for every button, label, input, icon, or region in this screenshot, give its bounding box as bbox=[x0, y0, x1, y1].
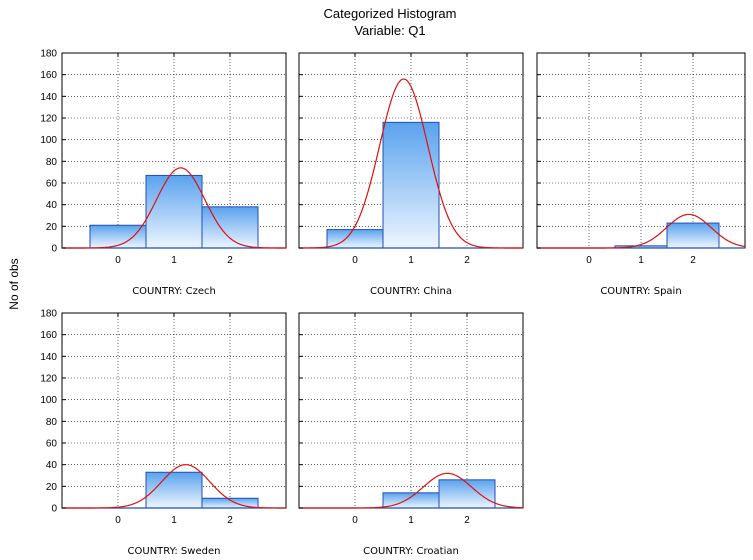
panel-label: COUNTRY: Spain bbox=[600, 286, 681, 297]
y-tick-label: 0 bbox=[51, 244, 57, 255]
y-tick-label: 80 bbox=[46, 417, 58, 428]
histogram-bar bbox=[666, 222, 720, 249]
normal-curve bbox=[298, 78, 523, 249]
panel-1: 0 1 2 COUNTRY: China bbox=[298, 52, 524, 297]
y-tick-label: 60 bbox=[46, 439, 58, 450]
x-tick-label: 1 bbox=[171, 255, 177, 266]
x-tick-label: 0 bbox=[352, 515, 358, 526]
y-tick-label: 40 bbox=[46, 460, 58, 471]
x-tick-label: 2 bbox=[227, 255, 233, 266]
x-tick-label: 2 bbox=[464, 515, 470, 526]
histogram-bar bbox=[145, 471, 203, 509]
x-tick-label: 2 bbox=[227, 515, 233, 526]
y-tick-label: 80 bbox=[46, 157, 58, 168]
y-tick-label: 180 bbox=[40, 309, 57, 320]
y-tick-label: 160 bbox=[40, 70, 57, 81]
y-tick-label: 140 bbox=[40, 352, 57, 363]
x-tick-label: 0 bbox=[352, 255, 358, 266]
y-tick-label: 20 bbox=[46, 482, 58, 493]
normal-curve bbox=[62, 464, 286, 509]
y-tick-label: 100 bbox=[40, 395, 57, 406]
y-tick-label: 40 bbox=[46, 200, 58, 211]
x-tick-label: 2 bbox=[690, 255, 696, 266]
histogram-bar bbox=[145, 174, 203, 249]
y-tick-label: 20 bbox=[46, 222, 58, 233]
normal-curve bbox=[299, 472, 524, 509]
x-tick-label: 0 bbox=[115, 255, 121, 266]
chart-title: Categorized Histogram bbox=[324, 6, 457, 21]
y-axis-label: No of obs bbox=[7, 258, 21, 309]
histogram-bar bbox=[201, 206, 259, 249]
x-tick-label: 0 bbox=[115, 515, 121, 526]
x-tick-label: 2 bbox=[464, 255, 470, 266]
y-tick-label: 120 bbox=[40, 374, 57, 385]
histogram-bar bbox=[382, 121, 440, 249]
panel-label: COUNTRY: Croatian bbox=[363, 546, 459, 557]
y-tick-label: 0 bbox=[51, 504, 57, 515]
x-tick-label: 1 bbox=[171, 515, 177, 526]
y-tick-label: 180 bbox=[40, 49, 57, 60]
y-tick-label: 120 bbox=[40, 114, 57, 125]
y-tick-label: 140 bbox=[40, 92, 57, 103]
panel-label: COUNTRY: Sweden bbox=[128, 546, 221, 557]
x-tick-label: 0 bbox=[586, 255, 592, 266]
panel-label: COUNTRY: Czech bbox=[132, 286, 216, 297]
normal-curve bbox=[537, 213, 746, 249]
panel-4: 0 1 2 COUNTRY: Croatian bbox=[298, 312, 524, 557]
chart-subtitle: Variable: Q1 bbox=[354, 23, 425, 38]
histogram-bar bbox=[89, 224, 147, 249]
normal-curve bbox=[62, 167, 286, 249]
y-tick-label: 100 bbox=[40, 135, 57, 146]
histogram-bar bbox=[438, 479, 496, 509]
x-tick-label: 1 bbox=[408, 515, 414, 526]
x-tick-label: 1 bbox=[638, 255, 644, 266]
x-tick-label: 1 bbox=[408, 255, 414, 266]
panel-label: COUNTRY: China bbox=[370, 286, 452, 297]
y-tick-label: 60 bbox=[46, 179, 58, 190]
y-tick-label: 160 bbox=[40, 330, 57, 341]
panel-2: 0 1 2 COUNTRY: Spain bbox=[536, 52, 746, 297]
